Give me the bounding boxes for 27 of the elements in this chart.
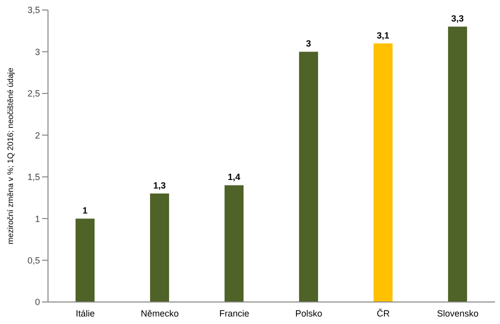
y-tick-label: 0,5 bbox=[27, 255, 40, 266]
y-tick-label: 3 bbox=[34, 46, 40, 57]
bar bbox=[448, 26, 468, 302]
data-label: 3,3 bbox=[451, 14, 464, 24]
x-tick-label: Francie bbox=[219, 308, 250, 318]
x-tick-label: Polsko bbox=[295, 308, 322, 318]
data-label: 1 bbox=[82, 206, 88, 216]
y-tick-label: 2 bbox=[34, 130, 40, 140]
y-tick-label: 0 bbox=[34, 297, 40, 308]
bar bbox=[224, 185, 244, 302]
x-tick-label: Slovensko bbox=[436, 308, 479, 318]
bar bbox=[299, 52, 318, 302]
x-tick-label: Itálie bbox=[76, 308, 95, 318]
data-label: 1,4 bbox=[228, 172, 240, 182]
x-tick-label: ČR bbox=[376, 308, 390, 318]
x-tick-label: Německo bbox=[140, 308, 179, 318]
y-tick-label: 1 bbox=[34, 214, 40, 224]
data-label: 3 bbox=[306, 38, 312, 49]
bar bbox=[76, 218, 95, 302]
bar bbox=[150, 194, 170, 302]
y-tick-label: 3,5 bbox=[27, 5, 40, 16]
y-axis-title: meziroční změna v %; 1Q 2016; neočištěné údaje bbox=[6, 67, 15, 244]
y-tick-label: 2,5 bbox=[27, 88, 40, 99]
y-tick-label: 1,5 bbox=[27, 172, 40, 182]
bar bbox=[374, 43, 393, 302]
data-label: 3,1 bbox=[376, 30, 390, 40]
data-label: 1,3 bbox=[153, 180, 166, 191]
